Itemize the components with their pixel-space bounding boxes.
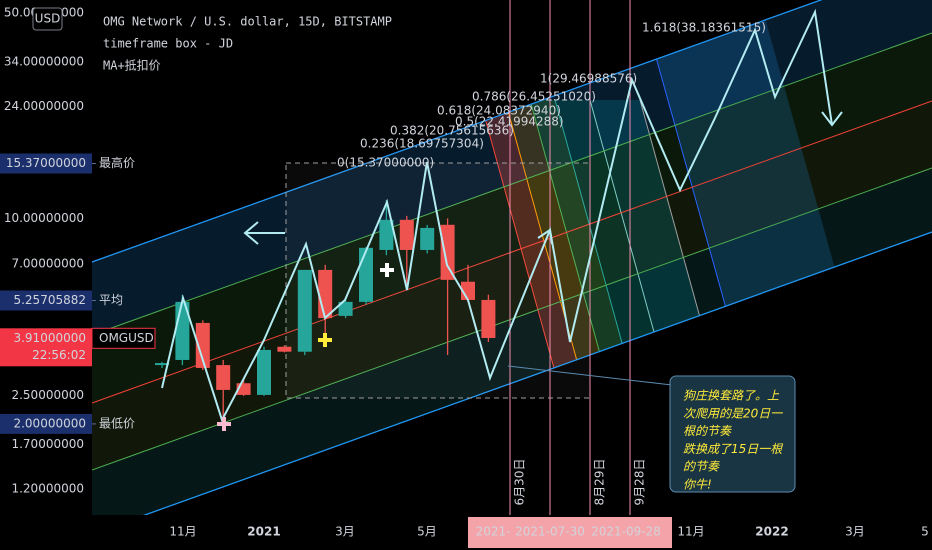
channel-line [92,32,932,336]
price-label-name: 最低价 [99,416,135,430]
last-price-box [0,328,92,367]
fib-label: 0.382(20.75615636) [390,124,514,138]
y-tick-label: 7.00000000 [11,256,84,270]
note-box [669,375,796,493]
projection-path [161,8,833,423]
candle-body [379,219,394,250]
vertical-line-label: 6月30日 [513,459,527,506]
time-axis [0,515,932,550]
x-tick-label: 11月 [169,525,196,539]
last-price-label: 3.91000000 [13,331,86,345]
last-price-countdown: 22:56:02 [32,348,86,362]
last-price-name: OMGUSD [99,331,154,345]
highlighted-date: 2021- [476,525,511,539]
labels: 50.0000000034.0000000024.0000000010.0000… [0,5,783,496]
price-label: 15.37000000 [6,156,86,170]
candle-body [155,363,169,366]
price-label-box [0,153,92,174]
timeframe-box [285,162,591,399]
x-tick-label: 2021 [247,525,280,539]
chart-title: OMG Network / U.S. dollar, 15D, BITSTAMP [103,15,392,29]
note-line: 跌换成了15日一根 [683,442,783,456]
candle-body [277,346,292,352]
y-tick-label: 1.70000000 [11,437,84,451]
candle-body [481,299,496,338]
marker-cross [318,333,332,347]
arrow-head [821,111,843,127]
arrow-head [537,228,553,245]
note-line: 狗庄换套路了。上 [683,389,780,403]
y-tick-label: 10.00000000 [4,211,84,225]
fib-label: 0.618(24.08372940) [437,104,561,118]
channel-band [92,101,932,470]
price-label-box [0,413,92,434]
currency-button-label[interactable]: USD [35,12,61,26]
fib-label: 0.236(18.69757304) [360,137,484,151]
candle-body [195,322,210,368]
x-tick-label: 2022 [755,525,788,539]
channel-line [92,0,823,263]
price-label-name: 最高价 [99,155,135,170]
vertical-line-label: 9月28日 [633,459,647,506]
date-highlight [468,517,672,548]
price-label: 2.00000000 [13,416,86,430]
price-label-name: 平均 [99,293,123,307]
y-tick-label: 2.50000000 [11,388,84,402]
fib-label: 0.5(22.41994288) [455,115,564,129]
note-line: 次爬用的是20日一 [683,406,783,420]
candle-body [257,349,271,395]
price-label-box [0,290,92,311]
x-tick-label: 5 [921,525,929,539]
vertical-line-label: 8月29日 [593,459,607,506]
note-line: 的节奏 [683,460,720,474]
candle-body [399,219,414,250]
last-price-name-box [91,327,156,349]
fib-label: 0.786(26.45251020) [472,90,596,104]
chart-subtitle: MA+抵扣价 [103,59,161,73]
y-tick-label: 34.00000000 [4,55,84,69]
channel-line [92,167,932,471]
x-tick-label: 3月 [335,525,355,539]
highlighted-date: 2021-07-30 [515,525,585,539]
x-tick-label: 3月 [845,525,865,539]
x-tick-label: 5月 [417,525,437,539]
callout-line [507,365,673,386]
note-line: 你牛! [683,478,712,492]
candle-body [420,227,435,250]
candle-body [440,224,455,280]
fib-label: 1.618(38.18361515) [642,21,766,35]
chart-subtitle: timeframe box - JD [103,37,233,51]
candle-body [297,269,312,352]
candle-body [236,383,251,395]
fib-label: 0(15.37000000) [337,156,434,170]
channel-line [92,100,932,404]
left-arrow [243,221,259,245]
x-tick-label: 11月 [677,525,704,539]
marker-cross [217,417,231,431]
y-tick-label: 1.20000000 [11,482,84,496]
fib-label: 1(29.46988576) [540,72,637,86]
currency-button[interactable] [32,7,63,31]
note-line: 根的节奏 [683,424,732,438]
y-tick-label: 24.00000000 [4,99,84,113]
price-label: 5.25705882 [13,293,86,307]
candle-body [338,301,353,316]
candle-body [318,269,333,319]
channel-band [92,168,932,515]
marker-cross [380,263,394,277]
candle-body [359,247,373,302]
highlighted-date: 2021-09-28 [591,525,661,539]
candle-body [216,365,231,390]
channel-line [142,231,932,515]
